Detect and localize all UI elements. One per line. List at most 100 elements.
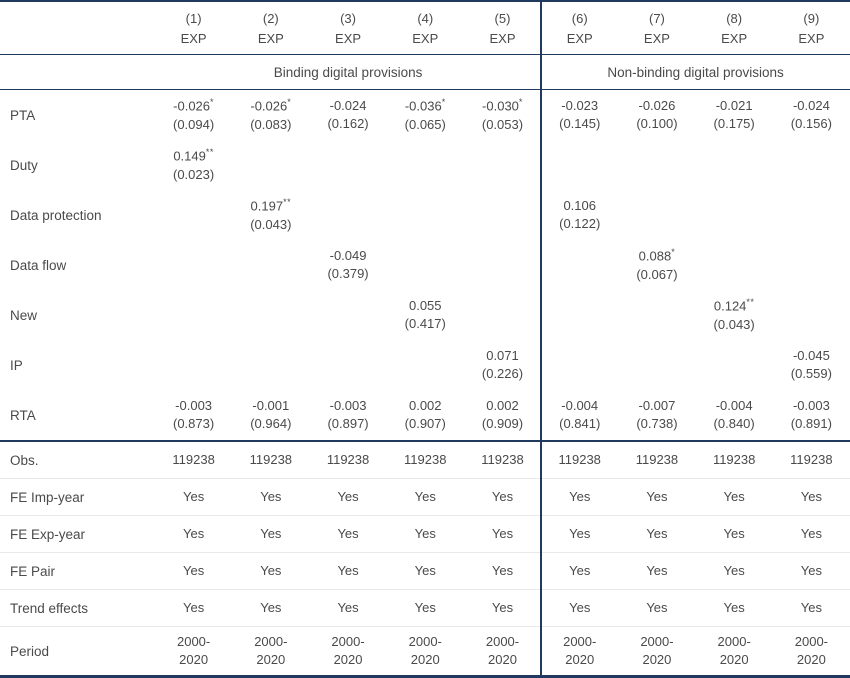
coefficient-cell: 0.149** (0.023)	[155, 146, 232, 184]
standard-error: (0.043)	[713, 316, 755, 332]
column-number: (1)	[185, 10, 202, 26]
standard-error: (0.094)	[173, 116, 215, 132]
column-dep-var: EXP	[566, 31, 593, 46]
coefficient-cell: 0.088* (0.067)	[618, 246, 695, 284]
coefficient-cell: -0.026* (0.094)	[155, 96, 232, 134]
row-label: FE Pair	[10, 563, 56, 579]
standard-error: (0.083)	[250, 116, 292, 132]
summary-row-fe-pair: FE Pair Yes Yes Yes Yes Yes Yes Yes Yes Yes	[0, 553, 850, 590]
coefficient-row-pta: PTA -0.026* (0.094) -0.026* (0.083) -0.024 (0.…	[0, 90, 850, 140]
column-header-5: (5) EXP	[464, 7, 541, 49]
coefficient-number: -0.003	[329, 397, 367, 413]
summary-value: 2000- 2020	[794, 634, 828, 667]
column-header-1: (1) EXP	[155, 7, 232, 49]
standard-error: (0.897)	[327, 416, 369, 431]
summary-value: Yes	[337, 563, 359, 579]
coefficient-value: -0.026	[618, 97, 695, 115]
coefficient-number: 0.088	[638, 248, 672, 264]
summary-value: Yes	[337, 600, 359, 616]
column-number: (7)	[648, 10, 665, 26]
standard-error: (0.156)	[790, 116, 832, 131]
row-label: Period	[10, 643, 50, 659]
coefficient-number: -0.007	[638, 397, 676, 413]
summary-row-fe-exp-year: FE Exp-year Yes Yes Yes Yes Yes Yes Yes Yes Yes	[0, 516, 850, 553]
coefficient-value: -0.026*	[155, 96, 232, 116]
coefficient-number: -0.004	[715, 397, 753, 413]
coefficient-number: 0.149	[173, 148, 206, 164]
row-label: Trend effects	[10, 600, 89, 616]
standard-error: (0.065)	[404, 116, 446, 132]
column-number: (8)	[726, 10, 743, 26]
coefficient-row-rta: RTA -0.003 (0.873) -0.001 (0.964) -0.003 (0.89…	[0, 390, 850, 440]
summary-value: 2000- 2020	[254, 634, 288, 667]
standard-error: (0.053)	[481, 116, 524, 132]
standard-error: (0.145)	[559, 116, 601, 131]
coefficient-cell: -0.024 (0.162)	[309, 97, 386, 133]
coefficient-number: 0.124	[713, 298, 747, 314]
column-dep-var: EXP	[335, 31, 362, 46]
column-header-7: (7) EXP	[618, 7, 695, 49]
standard-error: (0.873)	[173, 416, 215, 431]
coefficient-cell: -0.004 (0.841)	[541, 397, 618, 433]
coefficient-number: -0.026	[250, 98, 288, 114]
summary-value: Yes	[800, 600, 822, 616]
coefficient-number: -0.004	[561, 397, 599, 413]
standard-error: (0.559)	[790, 366, 832, 381]
coefficient-value: -0.036*	[387, 96, 464, 116]
column-number: (3)	[340, 10, 356, 26]
standard-error: (0.907)	[404, 416, 446, 431]
coefficient-cell: -0.004 (0.840)	[696, 397, 773, 433]
standard-error: (0.122)	[559, 216, 601, 231]
significance-stars: *	[671, 247, 676, 258]
summary-value: Yes	[337, 489, 359, 505]
summary-value: Yes	[183, 489, 205, 505]
column-header-9: (9) EXP	[773, 7, 850, 49]
summary-value: 119238	[481, 452, 524, 468]
coefficient-row-duty: Duty 0.149** (0.023)	[0, 140, 850, 190]
coefficient-number: -0.045	[792, 347, 830, 363]
coefficient-value: -0.003	[309, 397, 386, 415]
significance-stars: *	[518, 97, 523, 108]
coefficient-cell: -0.024 (0.156)	[773, 97, 850, 133]
standard-error: (0.226)	[481, 366, 524, 381]
summary-value: Yes	[646, 600, 668, 616]
coefficient-cell: -0.049 (0.379)	[309, 247, 386, 283]
row-label: Duty	[10, 157, 38, 173]
significance-stars: **	[205, 147, 214, 158]
summary-value: Yes	[491, 563, 514, 579]
column-number: (5)	[494, 10, 511, 26]
coefficient-row-new: New 0.055 (0.417) 0.124** (0.043)	[0, 290, 850, 340]
summary-value: 119238	[249, 452, 293, 468]
standard-error: (0.417)	[404, 316, 446, 331]
column-dep-var: EXP	[180, 31, 207, 46]
coefficient-value: -0.049	[309, 247, 386, 265]
coefficient-number: -0.001	[252, 397, 290, 413]
row-label: Data flow	[10, 257, 67, 273]
coefficient-number: 0.055	[408, 297, 442, 313]
coefficient-value: -0.023	[541, 97, 618, 115]
coefficient-value: -0.003	[155, 397, 232, 415]
group-header-binding: Binding digital provisions	[273, 64, 423, 80]
coefficient-value: -0.045	[773, 347, 850, 365]
column-dep-var: EXP	[643, 31, 670, 46]
summary-value: 119238	[326, 452, 370, 468]
row-label: RTA	[10, 407, 36, 423]
summary-value: 119238	[558, 452, 601, 468]
group-header-nonbinding: Non-binding digital provisions	[607, 64, 784, 80]
summary-row-period: Period 2000- 2020 2000- 2020 2000- 2020 2000…	[0, 627, 850, 675]
row-label: FE Imp-year	[10, 489, 85, 505]
summary-value: Yes	[414, 489, 436, 505]
summary-value: Yes	[183, 600, 205, 616]
coefficient-number: -0.021	[715, 97, 753, 113]
summary-value: Yes	[723, 600, 745, 616]
coefficient-value: -0.030*	[464, 96, 541, 116]
summary-value: Yes	[723, 526, 745, 542]
column-header-2: (2) EXP	[232, 7, 309, 49]
coefficient-number: -0.026	[638, 97, 676, 113]
column-dep-var: EXP	[257, 31, 284, 46]
standard-error: (0.379)	[327, 266, 369, 281]
significance-stars: **	[283, 197, 292, 208]
coefficient-number: -0.024	[792, 97, 830, 113]
coefficient-value: -0.003	[773, 397, 850, 415]
